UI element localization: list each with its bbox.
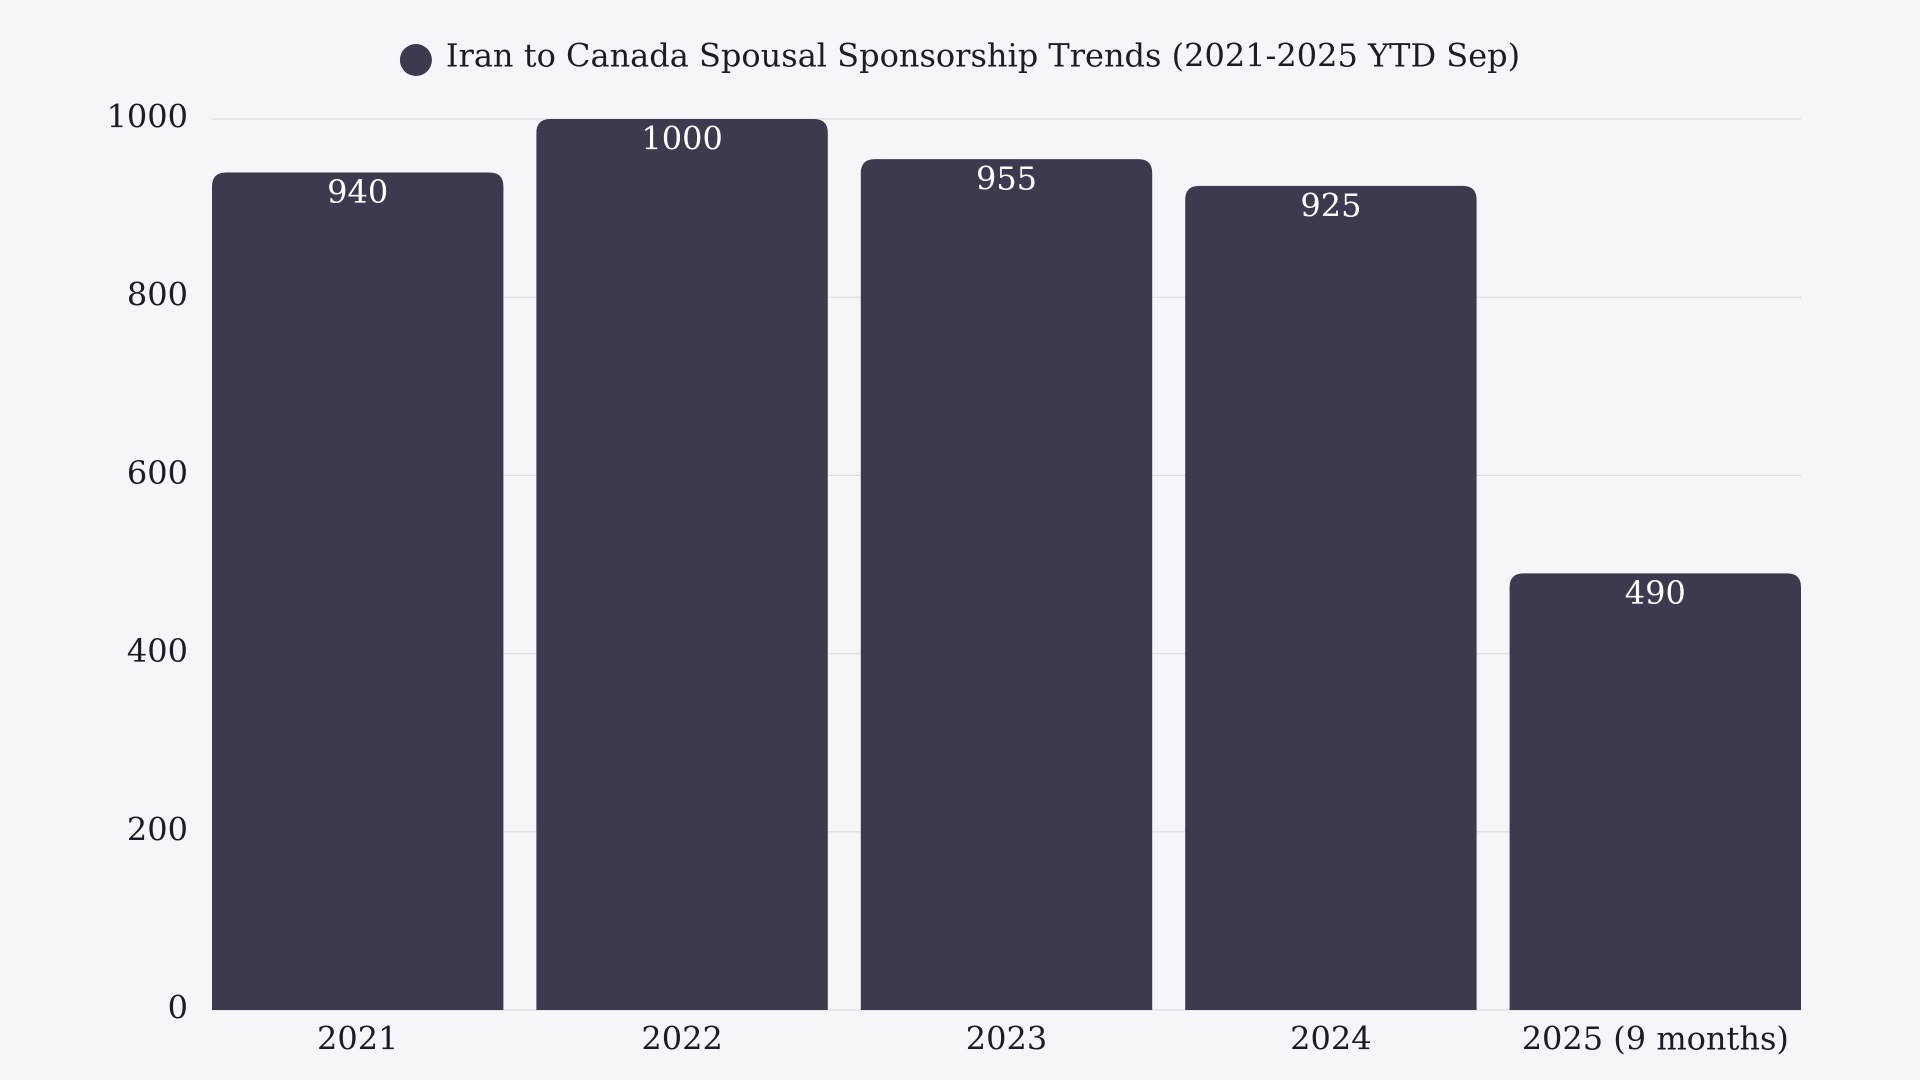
x-tick-label: 2021	[317, 1020, 398, 1058]
y-tick-label: 400	[127, 632, 188, 670]
y-tick-label: 200	[127, 810, 188, 848]
bar	[1509, 573, 1801, 1010]
bar	[536, 119, 828, 1010]
data-label: 955	[976, 160, 1037, 198]
y-tick-label: 0	[168, 989, 188, 1027]
bar	[1185, 185, 1477, 1010]
legend-label: Iran to Canada Spousal Sponsorship Trend…	[446, 37, 1520, 75]
data-label: 1000	[641, 120, 722, 158]
legend-swatch	[399, 44, 432, 76]
bar	[860, 159, 1153, 1011]
x-tick-label: 2025 (9 months)	[1522, 1020, 1789, 1058]
legend: Iran to Canada Spousal Sponsorship Trend…	[399, 37, 1520, 76]
data-label: 925	[1300, 186, 1361, 224]
x-tick-label: 2024	[1290, 1020, 1371, 1058]
data-label: 940	[327, 173, 388, 211]
y-tick-label: 600	[127, 454, 188, 492]
bar	[212, 172, 504, 1010]
x-tick-label: 2023	[966, 1020, 1047, 1058]
y-tick-label: 1000	[107, 98, 188, 136]
x-tick-label: 2022	[641, 1020, 722, 1058]
y-tick-label: 800	[127, 276, 188, 314]
data-label: 490	[1625, 574, 1686, 612]
